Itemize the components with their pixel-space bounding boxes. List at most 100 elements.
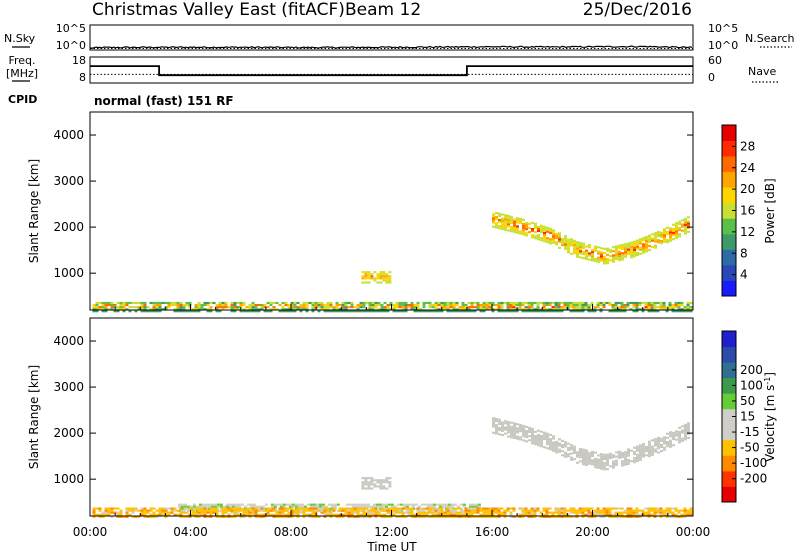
x-tick-label: 08:00 bbox=[274, 525, 309, 539]
heatmap-cell bbox=[540, 224, 543, 227]
heatmap-cell bbox=[272, 308, 276, 311]
heatmap-cell bbox=[180, 509, 184, 512]
heatmap-cell bbox=[546, 443, 549, 446]
heatmap-cell bbox=[605, 511, 609, 514]
heatmap-cell bbox=[374, 509, 378, 512]
heatmap-cell bbox=[410, 513, 414, 516]
heatmap-cell bbox=[495, 218, 498, 221]
heatmap-cell bbox=[231, 503, 235, 506]
heatmap-cell bbox=[539, 515, 543, 518]
heatmap-cell bbox=[243, 505, 247, 508]
heatmap-cell bbox=[233, 301, 237, 304]
heatmap-cell bbox=[155, 310, 159, 313]
heatmap-cell bbox=[573, 241, 576, 244]
heatmap-cell bbox=[624, 451, 627, 454]
heatmap-cell bbox=[591, 251, 594, 254]
heatmap-cell bbox=[666, 239, 669, 242]
heatmap-cell bbox=[680, 515, 684, 518]
heatmap-cell bbox=[491, 511, 495, 514]
heatmap-cell bbox=[528, 227, 531, 230]
heatmap-cell bbox=[531, 230, 534, 233]
heatmap-cell bbox=[662, 513, 666, 516]
heatmap-cell bbox=[257, 515, 261, 518]
heatmap-cell bbox=[164, 509, 168, 512]
heatmap-cell bbox=[260, 509, 264, 512]
heatmap-cell bbox=[596, 507, 600, 510]
heatmap-cell bbox=[152, 515, 156, 518]
heatmap-cell bbox=[382, 485, 386, 488]
heatmap-cell bbox=[388, 275, 392, 278]
heatmap-cell bbox=[644, 308, 648, 311]
heatmap-cell bbox=[194, 304, 198, 307]
heatmap-cell bbox=[657, 438, 660, 441]
heatmap-cell bbox=[479, 304, 483, 307]
heatmap-cell bbox=[653, 515, 657, 518]
heatmap-cell bbox=[191, 308, 195, 311]
heatmap-cell bbox=[653, 513, 657, 516]
heatmap-cell bbox=[540, 226, 543, 229]
heatmap-cell bbox=[510, 434, 513, 437]
heatmap-cell bbox=[600, 253, 603, 256]
heatmap-cell bbox=[513, 432, 516, 435]
heatmap-cell bbox=[209, 513, 213, 516]
heatmap-cell bbox=[452, 515, 456, 518]
heatmap-cell bbox=[612, 456, 615, 459]
heatmap-cell bbox=[624, 461, 627, 464]
heatmap-cell bbox=[361, 485, 365, 488]
heatmap-cell bbox=[554, 310, 558, 313]
heatmap-cell bbox=[474, 503, 478, 506]
heatmap-cell bbox=[376, 479, 380, 482]
heatmap-cell bbox=[575, 515, 579, 518]
heatmap-cell bbox=[189, 509, 193, 512]
heatmap-cell bbox=[347, 511, 351, 514]
heatmap-cell bbox=[561, 446, 564, 449]
heatmap-cell bbox=[191, 509, 195, 512]
heatmap-cell bbox=[498, 422, 501, 425]
heatmap-cell bbox=[152, 304, 156, 307]
heatmap-cell bbox=[579, 256, 582, 259]
heatmap-cell bbox=[329, 301, 333, 304]
heatmap-cell bbox=[338, 509, 342, 512]
heatmap-cell bbox=[516, 427, 519, 430]
heatmap-cell bbox=[279, 503, 283, 506]
heatmap-cell bbox=[134, 515, 138, 518]
heatmap-cell bbox=[134, 306, 138, 309]
heatmap-cell bbox=[678, 439, 681, 442]
heatmap-cell bbox=[350, 306, 354, 309]
heatmap-cell bbox=[687, 220, 690, 223]
heatmap-cell bbox=[540, 237, 543, 240]
heatmap-cell bbox=[689, 513, 693, 516]
heatmap-cell bbox=[392, 308, 396, 311]
heatmap-cell bbox=[516, 227, 519, 230]
heatmap-cell bbox=[570, 240, 573, 243]
heatmap-cell bbox=[326, 301, 330, 304]
heatmap-cell bbox=[572, 507, 576, 510]
heatmap-cell bbox=[519, 436, 522, 439]
heatmap-cell bbox=[642, 445, 645, 448]
heatmap-cell bbox=[354, 503, 358, 506]
heatmap-cell bbox=[686, 310, 690, 313]
heatmap-cell bbox=[572, 304, 576, 307]
heatmap-cell bbox=[152, 308, 156, 311]
heatmap-cell bbox=[510, 432, 513, 435]
heatmap-cell bbox=[398, 507, 402, 510]
heatmap-cell bbox=[374, 511, 378, 514]
heatmap-cell bbox=[545, 513, 549, 516]
heatmap-cell bbox=[137, 308, 141, 311]
heatmap-cell bbox=[689, 308, 693, 311]
power-colorbar-tick-label: 16 bbox=[740, 204, 755, 218]
heatmap-cell bbox=[434, 509, 438, 512]
heatmap-cell bbox=[344, 507, 348, 510]
heatmap-cell bbox=[591, 463, 594, 466]
heatmap-cell bbox=[573, 451, 576, 454]
heatmap-cell bbox=[212, 511, 216, 514]
heatmap-cell bbox=[660, 446, 663, 449]
heatmap-cell bbox=[548, 304, 552, 307]
heatmap-cell bbox=[467, 509, 471, 512]
heatmap-cell bbox=[382, 275, 386, 278]
heatmap-cell bbox=[479, 509, 483, 512]
heatmap-cell bbox=[546, 230, 549, 233]
heatmap-cell bbox=[383, 310, 387, 313]
heatmap-cell bbox=[603, 247, 606, 250]
heatmap-cell bbox=[362, 301, 366, 304]
